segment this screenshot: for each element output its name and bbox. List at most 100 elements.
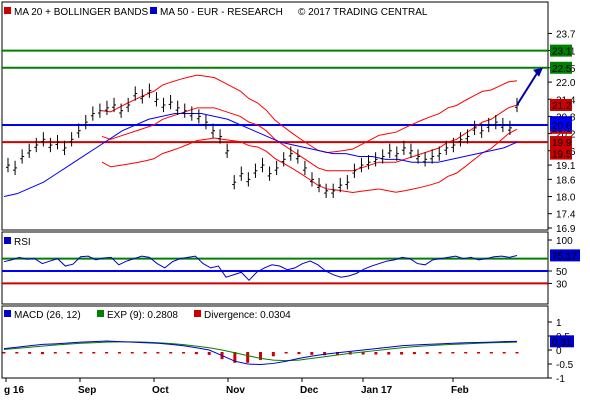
level-tag <box>550 136 572 149</box>
divergence-legend-icon <box>194 310 201 317</box>
rsi-title: RSI <box>14 237 31 248</box>
level-tag-label: 19.9 <box>552 138 572 149</box>
divergence-bar <box>92 352 96 354</box>
price-y-tick-label: 17.4 <box>556 210 576 221</box>
divergence-bar <box>40 352 44 355</box>
level-tag <box>550 44 572 57</box>
price-legend: MA 20 + BOLLINGER BANDS MA 50 - EUR - RE… <box>4 7 428 18</box>
macd-y-tick-label: 1 <box>556 318 562 329</box>
x-tick-label: g 16 <box>4 385 24 396</box>
forecast-arrow-head <box>533 67 543 77</box>
price-y-tick-label: 20.2 <box>556 130 576 141</box>
divergence-bar <box>28 352 32 354</box>
exp-legend-icon <box>97 310 104 317</box>
divergence-bar <box>66 352 70 354</box>
x-axis: g 16 Sep Oct Nov Dec Jan 17 Feb <box>4 378 469 396</box>
divergence-bar <box>130 352 134 354</box>
price-panel: 23.723.122.522.021.420.820.219.619.118.6… <box>1 1 576 235</box>
macd-panel: MACD (26, 12) EXP (9): 0.2808 Divergence… <box>1 305 574 385</box>
divergence-bar <box>425 352 429 354</box>
exp-legend-label: EXP (9): 0.2808 <box>107 310 178 321</box>
copyright-label: © 2017 TRADING CENTRAL <box>298 7 428 18</box>
ma20-legend-icon <box>4 7 11 14</box>
divergence-bar <box>182 352 186 354</box>
price-y-tick-label: 16.9 <box>556 224 576 235</box>
divergence-legend-label: Divergence: 0.0304 <box>204 310 291 321</box>
divergence-bar <box>374 352 378 355</box>
price-value-tag-label: 19.5 <box>552 150 572 161</box>
x-tick-label: Jan 17 <box>361 385 393 396</box>
rsi-y-tick-label: 30 <box>556 279 568 290</box>
x-tick-label: Oct <box>152 385 169 396</box>
level-tag <box>550 61 572 74</box>
divergence-bar <box>438 352 442 354</box>
macd-y-tick-label: -1 <box>556 374 565 385</box>
macd-y-tick-label: 0 <box>556 346 562 357</box>
macd-panel-frame <box>1 305 549 379</box>
level-tag <box>550 119 572 131</box>
price-value-tag <box>550 98 572 111</box>
divergence-bar <box>194 352 198 355</box>
divergence-bar <box>335 352 339 355</box>
divergence-bar <box>284 352 288 354</box>
macd-value-tag <box>550 335 574 348</box>
price-y-tick-label: 19.1 <box>556 161 576 172</box>
macd-value-tag-label: 0.31 <box>552 337 572 348</box>
x-tick-label: Nov <box>226 385 245 396</box>
forecast-arrow-line <box>516 71 539 106</box>
ma50-legend-label: MA 50 - EUR - RESEARCH <box>160 7 283 18</box>
price-y-tick-label: 18.6 <box>556 175 576 186</box>
rsi-legend-icon <box>4 237 11 244</box>
rsi-value-tag <box>550 249 580 262</box>
divergence-bar <box>259 352 262 360</box>
level-tag-label: 23.1 <box>552 47 572 58</box>
rsi-y-tick-label: 50 <box>556 267 568 278</box>
level-tag-label: 20.6 <box>552 121 572 132</box>
price-panel-frame <box>1 1 549 231</box>
divergence-bar <box>117 352 121 354</box>
divergence-bar <box>105 352 109 354</box>
price-y-tick-label: 23.7 <box>556 29 576 40</box>
divergence-bar <box>143 352 147 354</box>
rsi-value-tag-label: 75.17 <box>552 251 577 262</box>
divergence-bar <box>246 352 250 363</box>
macd-y-tick-label: -0.5 <box>556 360 574 371</box>
rsi-panel-frame <box>1 231 549 305</box>
exp-line <box>3 341 518 362</box>
ma20-line <box>101 104 518 172</box>
divergence-bar <box>515 352 519 354</box>
x-tick-label: Sep <box>78 385 96 396</box>
price-value-tag <box>550 147 572 160</box>
divergence-bar <box>15 352 19 354</box>
divergence-bar <box>412 352 416 355</box>
divergence-bar <box>489 352 493 354</box>
divergence-bar <box>156 352 160 354</box>
ma50-line <box>3 113 518 198</box>
macd-legend-label: MACD (26, 12) <box>14 310 81 321</box>
divergence-bar <box>387 352 391 355</box>
divergence-bar <box>464 352 468 354</box>
divergence-bar <box>400 352 404 355</box>
rsi-line <box>3 255 518 282</box>
ma50-legend-icon <box>150 7 157 14</box>
macd-line <box>3 340 518 366</box>
divergence-bar <box>207 352 211 355</box>
divergence-bar <box>2 352 6 354</box>
divergence-bar <box>323 352 327 356</box>
divergence-bar <box>79 352 83 354</box>
divergence-bar <box>361 352 365 355</box>
x-tick-label: Dec <box>300 385 319 396</box>
divergence-bar <box>271 352 275 357</box>
divergence-bar <box>53 352 57 354</box>
divergence-bar <box>297 352 301 355</box>
divergence-bar <box>169 352 173 354</box>
price-y-tick-label: 18.0 <box>556 193 576 204</box>
divergence-bar <box>502 352 506 354</box>
divergence-bar <box>477 352 481 354</box>
rsi-y-tick-label: 100 <box>556 236 573 247</box>
divergence-bar <box>233 352 237 363</box>
price-value-tag-label: 21.2 <box>552 101 572 112</box>
divergence-bar <box>451 352 455 354</box>
